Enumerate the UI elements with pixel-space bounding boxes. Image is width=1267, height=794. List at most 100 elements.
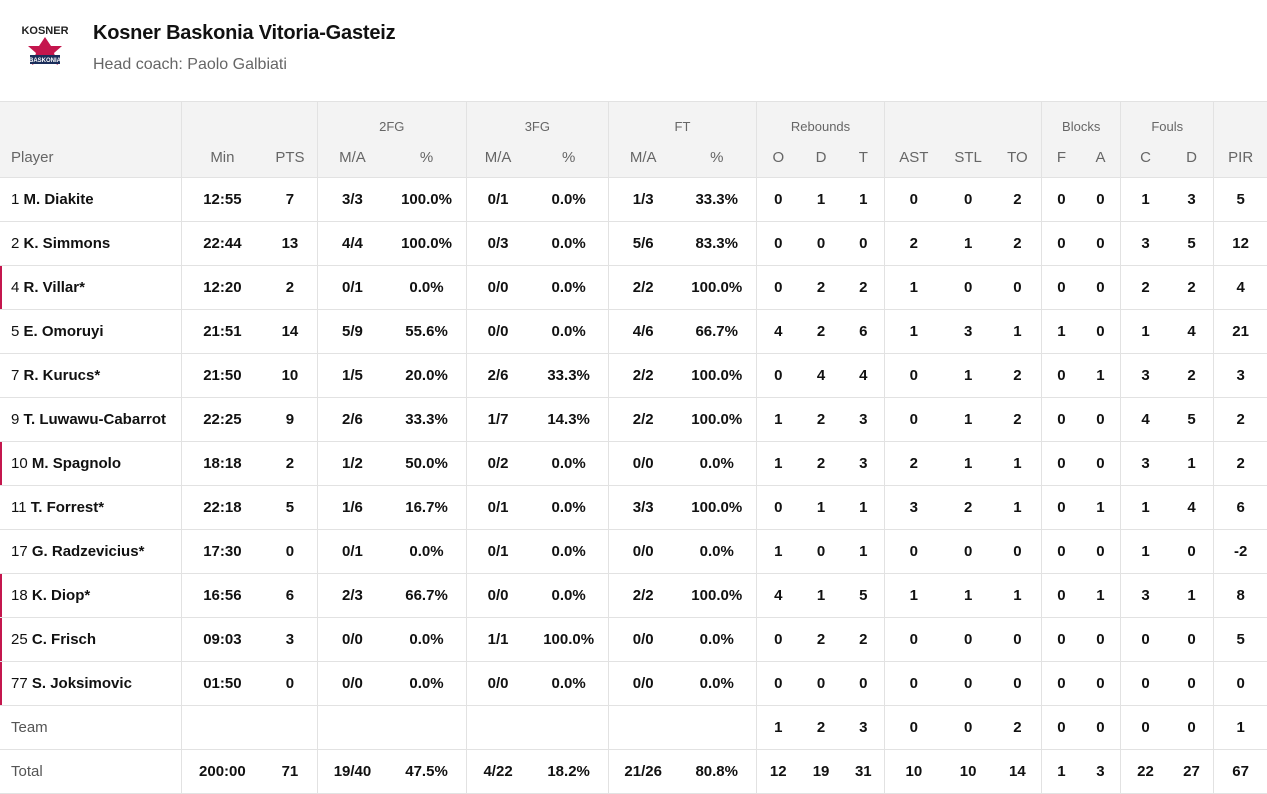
stat-fg2-ma: 19/40	[316, 749, 388, 794]
col-header-reb-o[interactable]: O	[756, 138, 800, 178]
stat-pir: 1	[1213, 705, 1267, 750]
stat-blk-a: 0	[1080, 397, 1121, 442]
player-name-cell[interactable]: 5 E. Omoruyi	[0, 309, 182, 354]
player-name-cell[interactable]: 11 T. Forrest*	[0, 485, 182, 530]
stat-reb-t: 2	[842, 617, 885, 662]
player-name-cell[interactable]: 4 R. Villar*	[0, 265, 182, 310]
player-name[interactable]: R. Kurucs*	[23, 367, 101, 384]
player-name[interactable]: T. Luwawu-Cabarrot	[23, 411, 167, 428]
player-name[interactable]: M. Spagnolo	[31, 455, 122, 472]
stat-ft-pct: 100.0%	[677, 485, 757, 530]
col-header-blk-a[interactable]: A	[1080, 138, 1121, 178]
player-name-cell[interactable]: 18 K. Diop*	[0, 573, 182, 618]
stat-fg2-ma: 0/0	[316, 617, 388, 662]
col-header-reb-d[interactable]: D	[799, 138, 843, 178]
stat-foul-c: 1	[1120, 177, 1170, 222]
stat-pir: 2	[1213, 441, 1267, 486]
col-header-blk-f[interactable]: F	[1041, 138, 1081, 178]
player-name[interactable]: R. Villar*	[23, 279, 85, 296]
stat-ast: 0	[884, 705, 943, 750]
stat-fg2-ma: 0/0	[316, 661, 388, 706]
stat-fg3-ma: 0/1	[465, 485, 530, 530]
col-header-min[interactable]: Min	[180, 138, 264, 178]
stat-fg2-pct: 0.0%	[387, 265, 467, 310]
stat-reb-o: 12	[756, 749, 800, 794]
stat-fg2-pct: 0.0%	[387, 617, 467, 662]
stat-reb-d: 0	[799, 529, 843, 574]
player-row: 7 R. Kurucs* 21:50 10 1/5 20.0% 2/6 33.3% 2/2 10…	[0, 353, 1267, 398]
stat-ft-pct: 0.0%	[677, 661, 757, 706]
player-name[interactable]: S. Joksimovic	[31, 675, 132, 692]
col-header-fg2-pct[interactable]: %	[387, 138, 467, 178]
col-header-reb-t[interactable]: T	[842, 138, 885, 178]
stat-ast: 1	[884, 265, 943, 310]
stat-foul-c: 3	[1120, 221, 1170, 266]
player-name-cell[interactable]: 7 R. Kurucs*	[0, 353, 182, 398]
stat-reb-o: 0	[756, 485, 800, 530]
player-name[interactable]: E. Omoruyi	[23, 323, 104, 340]
col-header-pir[interactable]: PIR	[1213, 138, 1267, 178]
stat-min: 22:25	[180, 397, 264, 442]
player-name-cell[interactable]: 25 C. Frisch	[0, 617, 182, 662]
stat-ft-ma: 2/2	[607, 353, 678, 398]
stat-stl: 3	[942, 309, 994, 354]
col-header-pts[interactable]: PTS	[263, 138, 318, 178]
stat-stl: 0	[942, 705, 994, 750]
stat-reb-o: 1	[756, 441, 800, 486]
player-name[interactable]: G. Radzevicius*	[31, 543, 145, 560]
stat-reb-t: 1	[842, 529, 885, 574]
stat-pir: 21	[1213, 309, 1267, 354]
stat-reb-o: 4	[756, 573, 800, 618]
col-header-foul-d[interactable]: D	[1169, 138, 1214, 178]
player-name[interactable]: K. Simmons	[23, 235, 111, 252]
col-header-fg2-ma[interactable]: M/A	[316, 138, 388, 178]
player-name-cell[interactable]: 17 G. Radzevicius*	[0, 529, 182, 574]
stat-blk-f: 0	[1041, 529, 1081, 574]
player-name-cell[interactable]: 77 S. Joksimovic	[0, 661, 182, 706]
stat-reb-d: 1	[799, 573, 843, 618]
stat-blk-a: 0	[1080, 529, 1121, 574]
player-name[interactable]: M. Diakite	[23, 191, 94, 208]
stat-to: 0	[993, 617, 1042, 662]
col-header-to[interactable]: TO	[993, 138, 1042, 178]
col-header-fg3-pct[interactable]: %	[529, 138, 609, 178]
col-header-ft-pct[interactable]: %	[677, 138, 757, 178]
stat-fg3-pct: 0.0%	[529, 529, 609, 574]
team-name: Kosner Baskonia Vitoria-Gasteiz	[93, 22, 396, 44]
stat-fg2-ma: 1/5	[316, 353, 388, 398]
player-name[interactable]: C. Frisch	[31, 631, 97, 648]
stat-reb-t: 5	[842, 573, 885, 618]
stat-ast: 0	[884, 617, 943, 662]
stat-ft-ma	[607, 705, 678, 750]
stat-fg2-pct: 16.7%	[387, 485, 467, 530]
stat-fg2-ma: 0/1	[316, 265, 388, 310]
col-header-fg3-ma[interactable]: M/A	[465, 138, 530, 178]
player-number: 1	[11, 191, 20, 208]
player-name-cell[interactable]: 2 K. Simmons	[0, 221, 182, 266]
stat-ft-pct: 33.3%	[677, 177, 757, 222]
col-header-ast[interactable]: AST	[884, 138, 943, 178]
player-name-cell[interactable]: 9 T. Luwawu-Cabarrot	[0, 397, 182, 442]
stat-blk-a: 0	[1080, 661, 1121, 706]
player-name-cell[interactable]: 1 M. Diakite	[0, 177, 182, 222]
player-name[interactable]: T. Forrest*	[30, 499, 105, 516]
col-header-stl[interactable]: STL	[942, 138, 994, 178]
stat-fg3-ma: 1/1	[465, 617, 530, 662]
stat-foul-c: 0	[1120, 617, 1170, 662]
stat-fg3-ma: 2/6	[465, 353, 530, 398]
stat-foul-c: 22	[1120, 749, 1170, 794]
stat-fg2-pct: 47.5%	[387, 749, 467, 794]
col-header-ft-ma[interactable]: M/A	[607, 138, 678, 178]
player-name-cell[interactable]: 10 M. Spagnolo	[0, 441, 182, 486]
col-header-foul-c[interactable]: C	[1120, 138, 1170, 178]
stat-ast: 1	[884, 309, 943, 354]
player-row: 4 R. Villar* 12:20 2 0/1 0.0% 0/0 0.0% 2/2 100.0…	[0, 265, 1267, 310]
player-name[interactable]: K. Diop*	[31, 587, 91, 604]
player-row: 18 K. Diop* 16:56 6 2/3 66.7% 0/0 0.0% 2/2 100.0…	[0, 573, 1267, 618]
stat-pts: 2	[263, 265, 318, 310]
stat-blk-f: 0	[1041, 617, 1081, 662]
stat-ft-pct: 0.0%	[677, 529, 757, 574]
player-number: 9	[11, 411, 20, 428]
stat-foul-d: 4	[1169, 309, 1214, 354]
stat-reb-d: 4	[799, 353, 843, 398]
